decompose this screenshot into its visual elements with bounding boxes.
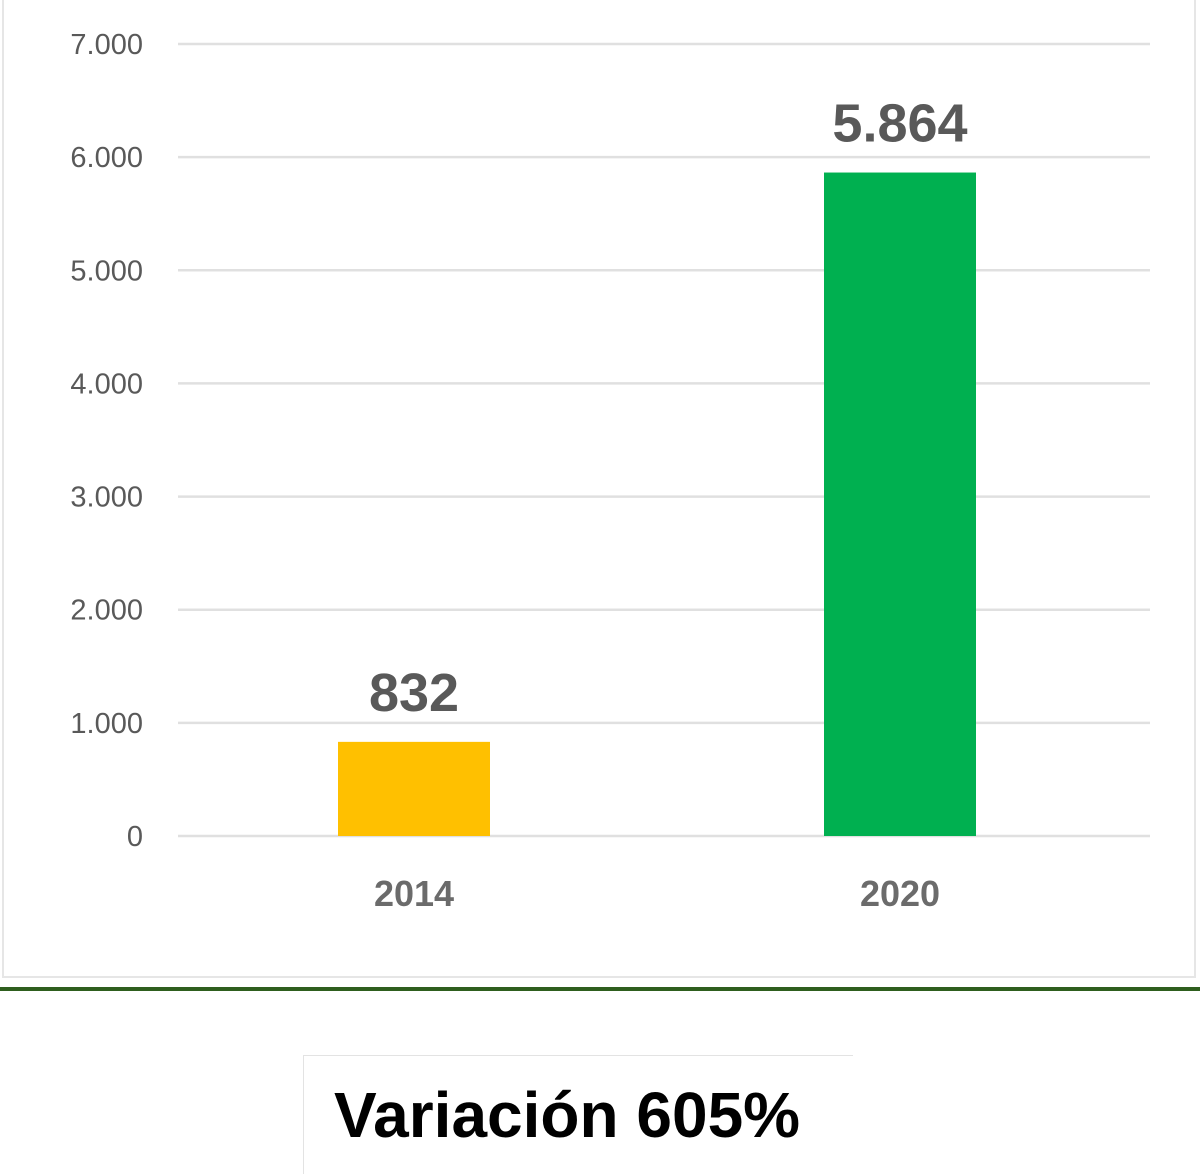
y-tick-label: 4.000 — [70, 368, 143, 400]
bar-2020 — [824, 172, 976, 837]
y-tick-label: 5.000 — [70, 255, 143, 287]
y-tick-label: 0 — [127, 821, 143, 853]
y-tick-label: 6.000 — [70, 142, 143, 174]
y-tick-label: 1.000 — [70, 708, 143, 740]
data-label-2020: 5.864 — [832, 94, 967, 154]
x-category-label: 2020 — [860, 873, 940, 914]
variation-box — [303, 1055, 853, 1174]
bar-2014 — [338, 741, 490, 836]
chart-frame — [2, 0, 1196, 978]
divider-line — [0, 987, 1200, 991]
variation-text: Variación 605% — [334, 1079, 801, 1151]
x-category-label: 2014 — [374, 873, 454, 914]
y-tick-label: 3.000 — [70, 482, 143, 514]
bar-chart: 0 1.000 2.000 3.000 4.000 5.000 6.000 7.000 832 2… — [70, 29, 1150, 914]
y-tick-label: 2.000 — [70, 595, 143, 627]
y-tick-label: 7.000 — [70, 29, 143, 61]
data-label-2014: 832 — [369, 663, 459, 723]
